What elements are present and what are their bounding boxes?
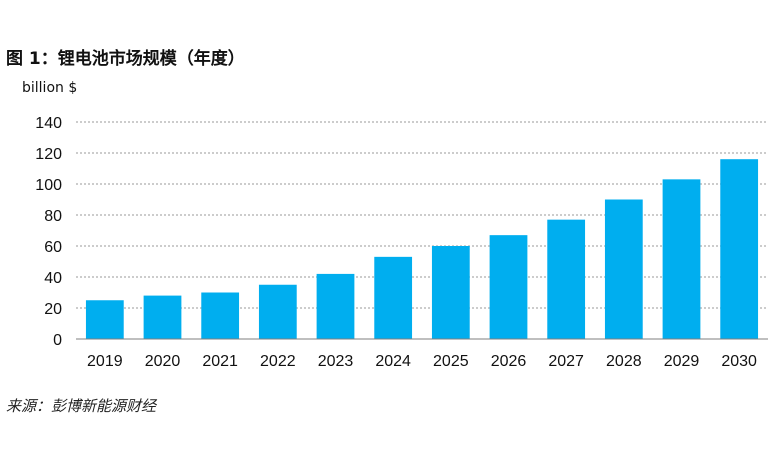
bar-2020 bbox=[143, 295, 182, 339]
x-tick-label: 2030 bbox=[721, 353, 757, 370]
x-tick-label: 2026 bbox=[491, 353, 527, 370]
y-axis-unit-label: billion $ bbox=[22, 80, 78, 96]
x-tick-label: 2024 bbox=[375, 353, 411, 370]
x-axis-ticks: 2019 2020 2021 2022 2023 2024 2025 2026 2027 2028… bbox=[87, 353, 757, 370]
y-tick-label: 100 bbox=[35, 177, 62, 194]
bar-2028 bbox=[604, 199, 643, 339]
x-tick-label: 2021 bbox=[202, 353, 238, 370]
bar-2024 bbox=[374, 256, 413, 339]
x-tick-label: 2022 bbox=[260, 353, 296, 370]
bars bbox=[85, 159, 759, 339]
bar-2023 bbox=[316, 273, 355, 339]
y-tick-label: 0 bbox=[53, 332, 62, 349]
bar-2019 bbox=[85, 300, 124, 339]
x-tick-label: 2019 bbox=[87, 353, 123, 370]
bar-2025 bbox=[431, 246, 470, 339]
bar-2029 bbox=[662, 179, 701, 339]
gridlines bbox=[76, 121, 768, 309]
bar-2021 bbox=[201, 292, 240, 339]
y-tick-label: 140 bbox=[35, 115, 62, 132]
figure-title: 图 1：锂电池市场规模（年度） bbox=[6, 49, 245, 69]
x-tick-label: 2028 bbox=[606, 353, 642, 370]
bar-2022 bbox=[258, 284, 297, 339]
y-tick-label: 20 bbox=[44, 301, 62, 318]
y-tick-label: 40 bbox=[44, 270, 62, 287]
bar-2026 bbox=[489, 235, 528, 339]
x-tick-label: 2025 bbox=[433, 353, 469, 370]
bar-2027 bbox=[547, 219, 586, 339]
source-note: 来源：彭博新能源财经 bbox=[6, 397, 157, 415]
x-tick-label: 2027 bbox=[548, 353, 584, 370]
bar-2030 bbox=[720, 159, 759, 339]
y-axis-ticks: 0 20 40 60 80 100 120 140 bbox=[35, 115, 62, 349]
x-tick-label: 2020 bbox=[145, 353, 181, 370]
y-tick-label: 60 bbox=[44, 239, 62, 256]
x-tick-label: 2029 bbox=[664, 353, 700, 370]
x-tick-label: 2023 bbox=[318, 353, 354, 370]
y-tick-label: 120 bbox=[35, 146, 62, 163]
y-tick-label: 80 bbox=[44, 208, 62, 225]
